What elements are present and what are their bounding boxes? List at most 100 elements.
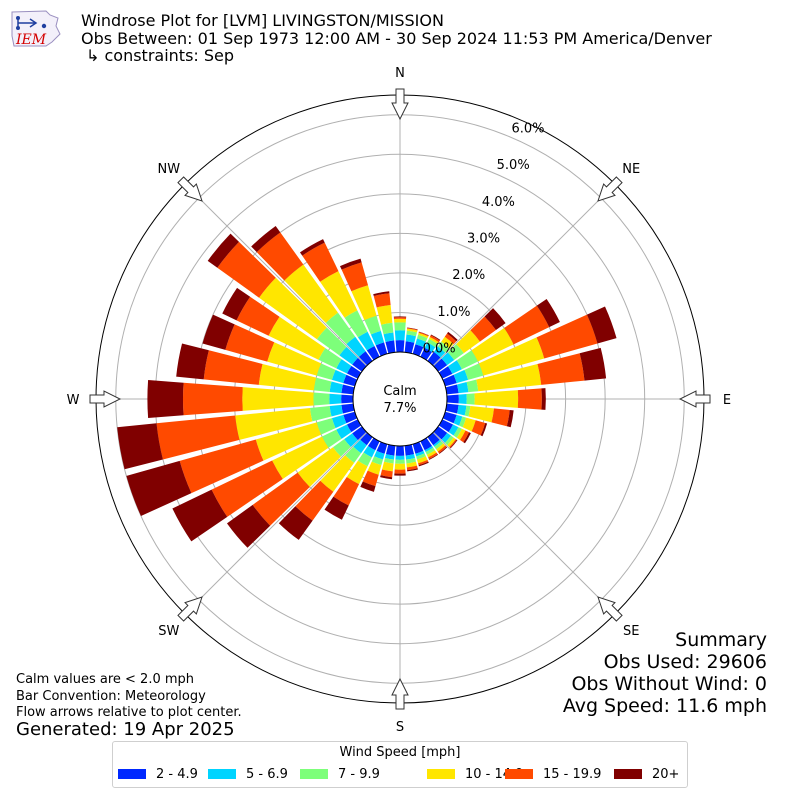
bar-segment [517,388,542,410]
legend-label: 15 - 19.9 [543,767,602,782]
bar-segment [437,445,447,454]
bar-segment [394,473,406,476]
bar-segment [313,377,332,392]
obs-between: Obs Between: 01 Sep 1973 12:00 AM - 30 S… [81,29,712,48]
bar-segment [225,324,275,362]
legend-label: 5 - 6.9 [246,767,288,782]
bar-segment [352,357,367,372]
flow-arrow [177,596,203,622]
bar-segment [222,287,251,321]
bar-segment [456,350,478,370]
generated-date: Generated: 19 Apr 2025 [16,719,235,740]
bar-segment [405,334,417,343]
bar-segment [447,331,458,342]
bar-segment [412,344,424,357]
bar-segment [325,312,356,345]
calm-note: Calm values are < 2.0 mph [16,672,195,687]
bar-segment [251,225,281,253]
summary-obs-used: Obs Used: 29606 [603,651,767,673]
bar-segment [405,454,416,460]
bar-segment [374,450,385,460]
gridline-spoke [184,183,368,367]
bar-segment [438,446,448,454]
flow-arrow [597,596,623,622]
compass-label-nw: NW [157,162,180,177]
legend-item: 15 - 19.9 [505,767,601,782]
bar-segment [491,408,510,427]
bar-segment [329,381,343,394]
calm-label: Calm [383,384,416,399]
bar-segment [346,460,368,485]
bar-segment [316,418,336,435]
bar-segment [424,342,436,353]
bar-segment [343,374,358,387]
bar-segment [381,322,394,335]
bar-segment [450,439,458,449]
logo-text: IEM [15,32,47,48]
bar-segment [345,446,362,463]
bar-segment [329,393,342,405]
bar-segment [437,341,450,353]
bar-segment [255,422,322,461]
radial-tick-label: 0.0% [423,341,456,356]
bar-segment [506,409,514,428]
radial-tick-label: 2.0% [452,268,485,283]
bar-segment [438,419,454,433]
gridline-spoke [432,183,616,367]
bar-segment [466,393,475,405]
bar-segment [484,308,506,331]
bar-segment [172,489,228,542]
summary-avg-speed: Avg Speed: 11.6 mph [562,695,767,717]
chart-title: Windrose Plot for [LVM] LIVINGSTON/MISSI… [81,11,444,30]
bar-segment [375,342,388,357]
bar-segment [339,258,362,270]
bar-segment [236,296,280,336]
bar-segment [418,331,429,336]
bar-segment [324,496,349,520]
bar-segment [182,382,243,416]
bar-segment [536,314,598,359]
compass-label-sw: SW [158,624,179,639]
bar-segment [462,417,476,432]
bar-segment [480,422,488,437]
bar-segment [393,317,407,320]
bar-segment [471,420,486,436]
gridline-spoke [184,431,368,615]
bar-segment [380,475,393,480]
bar-segment [383,332,395,342]
compass-label-n: N [395,66,405,81]
bar-segment [456,428,466,440]
bar-segment [395,459,405,464]
bar-segment [351,285,377,321]
bar-segment [202,314,235,350]
bar-segment [406,465,418,471]
bar-segment [395,455,405,460]
bar-segment [360,481,376,492]
bar-segment [346,336,366,357]
bar-segment [344,310,368,338]
bar-segment [363,445,376,458]
legend-swatch [614,769,642,779]
bar-segment [235,407,313,440]
summary-title: Summary [675,629,767,651]
bar-segment [226,504,271,548]
bar-segment [470,316,496,342]
constraints-label: ↳ constraints: Sep [86,46,235,65]
bar-segment [341,394,354,404]
bar-segment [418,332,429,339]
bar-segment [446,394,459,404]
bar-segment [444,333,457,345]
compass-label-ne: NE [622,162,640,177]
bar-segment [373,293,391,308]
bar-segment [352,426,367,441]
bar-segment [444,435,454,446]
bar-segment [427,432,440,446]
bar-segment [406,330,417,337]
bar-segment [466,379,479,393]
bar-segment [460,430,470,443]
bar-segment [463,432,471,444]
bar-segment [385,340,396,354]
bar-segment [395,445,405,456]
bar-segment [447,360,462,374]
legend-title: Wind Speed [mph] [339,745,461,760]
